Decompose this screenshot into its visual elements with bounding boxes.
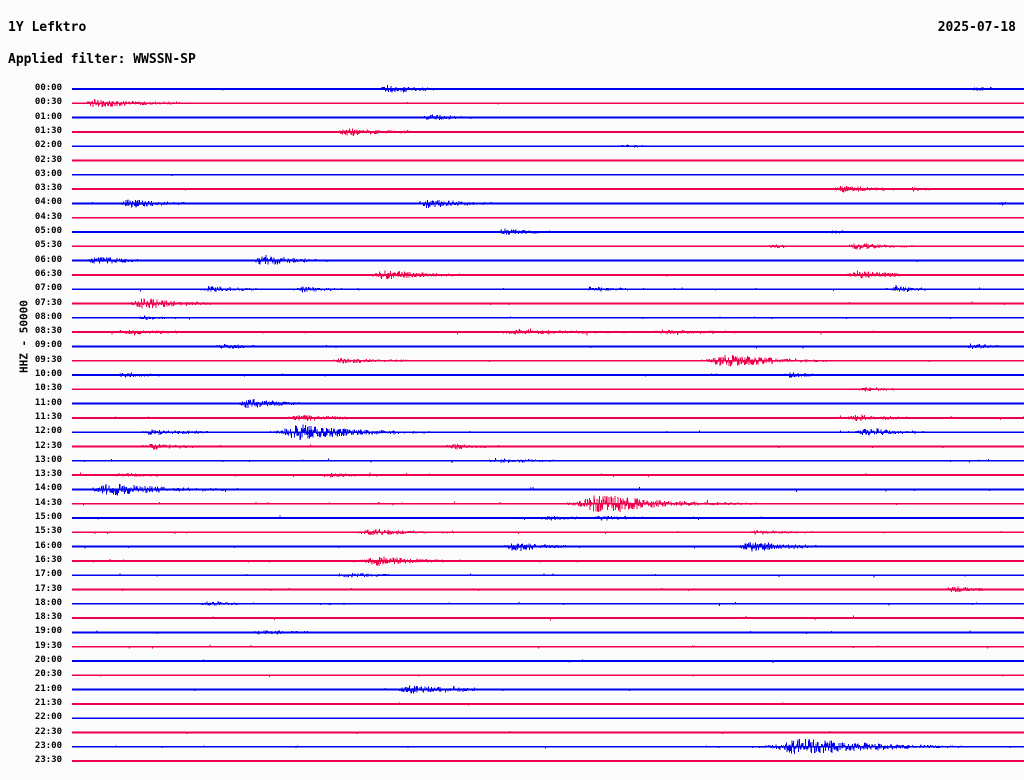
time-label-0600: 06:00 xyxy=(34,254,62,265)
time-label-0900: 09:00 xyxy=(34,340,62,351)
time-label-1830: 18:30 xyxy=(34,612,62,623)
time-label-0630: 06:30 xyxy=(34,268,62,279)
time-label-0830: 08:30 xyxy=(34,326,62,337)
time-label-1100: 11:00 xyxy=(34,397,62,408)
time-label-0430: 04:30 xyxy=(34,211,62,222)
time-label-1500: 15:00 xyxy=(34,512,62,522)
time-label-1030: 10:30 xyxy=(34,383,62,394)
time-label-0230: 02:30 xyxy=(34,154,62,165)
time-label-0030: 00:30 xyxy=(34,97,62,108)
time-label-1300: 13:00 xyxy=(34,454,62,465)
time-label-0130: 01:30 xyxy=(34,125,62,136)
time-label-0930: 09:30 xyxy=(34,354,62,365)
time-label-1600: 16:00 xyxy=(34,540,62,551)
time-label-1900: 19:00 xyxy=(34,626,62,637)
time-label-0100: 01:00 xyxy=(34,111,62,122)
time-label-1400: 14:00 xyxy=(34,483,62,494)
time-label-1130: 11:30 xyxy=(34,411,62,422)
time-label-0500: 05:00 xyxy=(34,226,62,236)
time-label-0200: 02:00 xyxy=(34,140,62,151)
time-label-2100: 21:00 xyxy=(34,683,62,694)
time-label-1530: 15:30 xyxy=(34,526,62,537)
time-label-2200: 22:00 xyxy=(34,712,62,723)
time-label-2030: 20:30 xyxy=(34,669,62,680)
time-label-0730: 07:30 xyxy=(34,297,62,308)
time-label-2130: 21:30 xyxy=(34,697,62,708)
helicorder-plot xyxy=(72,0,1024,780)
time-label-1000: 10:00 xyxy=(34,369,62,379)
time-axis-labels: 00:00 00:30 01:00 01:30 02:00 02:30 03:00 03:30… xyxy=(0,0,68,780)
station-title: 1Y Lefktro xyxy=(8,20,87,35)
time-label-0530: 05:30 xyxy=(34,240,62,251)
time-label-0300: 03:00 xyxy=(34,168,62,179)
time-label-1700: 17:00 xyxy=(34,569,62,580)
time-label-2300: 23:00 xyxy=(34,740,62,751)
time-label-0700: 07:00 xyxy=(34,283,62,294)
time-label-1630: 16:30 xyxy=(34,554,62,565)
trace-canvas xyxy=(72,84,1024,762)
time-label-0400: 04:00 xyxy=(34,197,62,208)
time-label-1800: 18:00 xyxy=(34,597,62,608)
time-label-0000: 00:00 xyxy=(34,83,62,93)
time-label-2230: 22:30 xyxy=(34,726,62,737)
time-label-1230: 12:30 xyxy=(34,440,62,451)
time-label-2000: 20:00 xyxy=(34,655,62,665)
applied-filter-label: Applied filter: WWSSN-SP xyxy=(8,52,196,67)
time-label-1730: 17:30 xyxy=(34,583,62,594)
time-label-1930: 19:30 xyxy=(34,640,62,651)
time-label-0800: 08:00 xyxy=(34,311,62,322)
record-date: 2025-07-18 xyxy=(937,20,1016,35)
time-label-1200: 12:00 xyxy=(34,426,62,437)
time-label-1430: 14:30 xyxy=(34,497,62,508)
time-label-1330: 13:30 xyxy=(34,469,62,480)
time-label-2330: 23:30 xyxy=(34,755,62,766)
time-label-0330: 03:30 xyxy=(34,183,62,194)
